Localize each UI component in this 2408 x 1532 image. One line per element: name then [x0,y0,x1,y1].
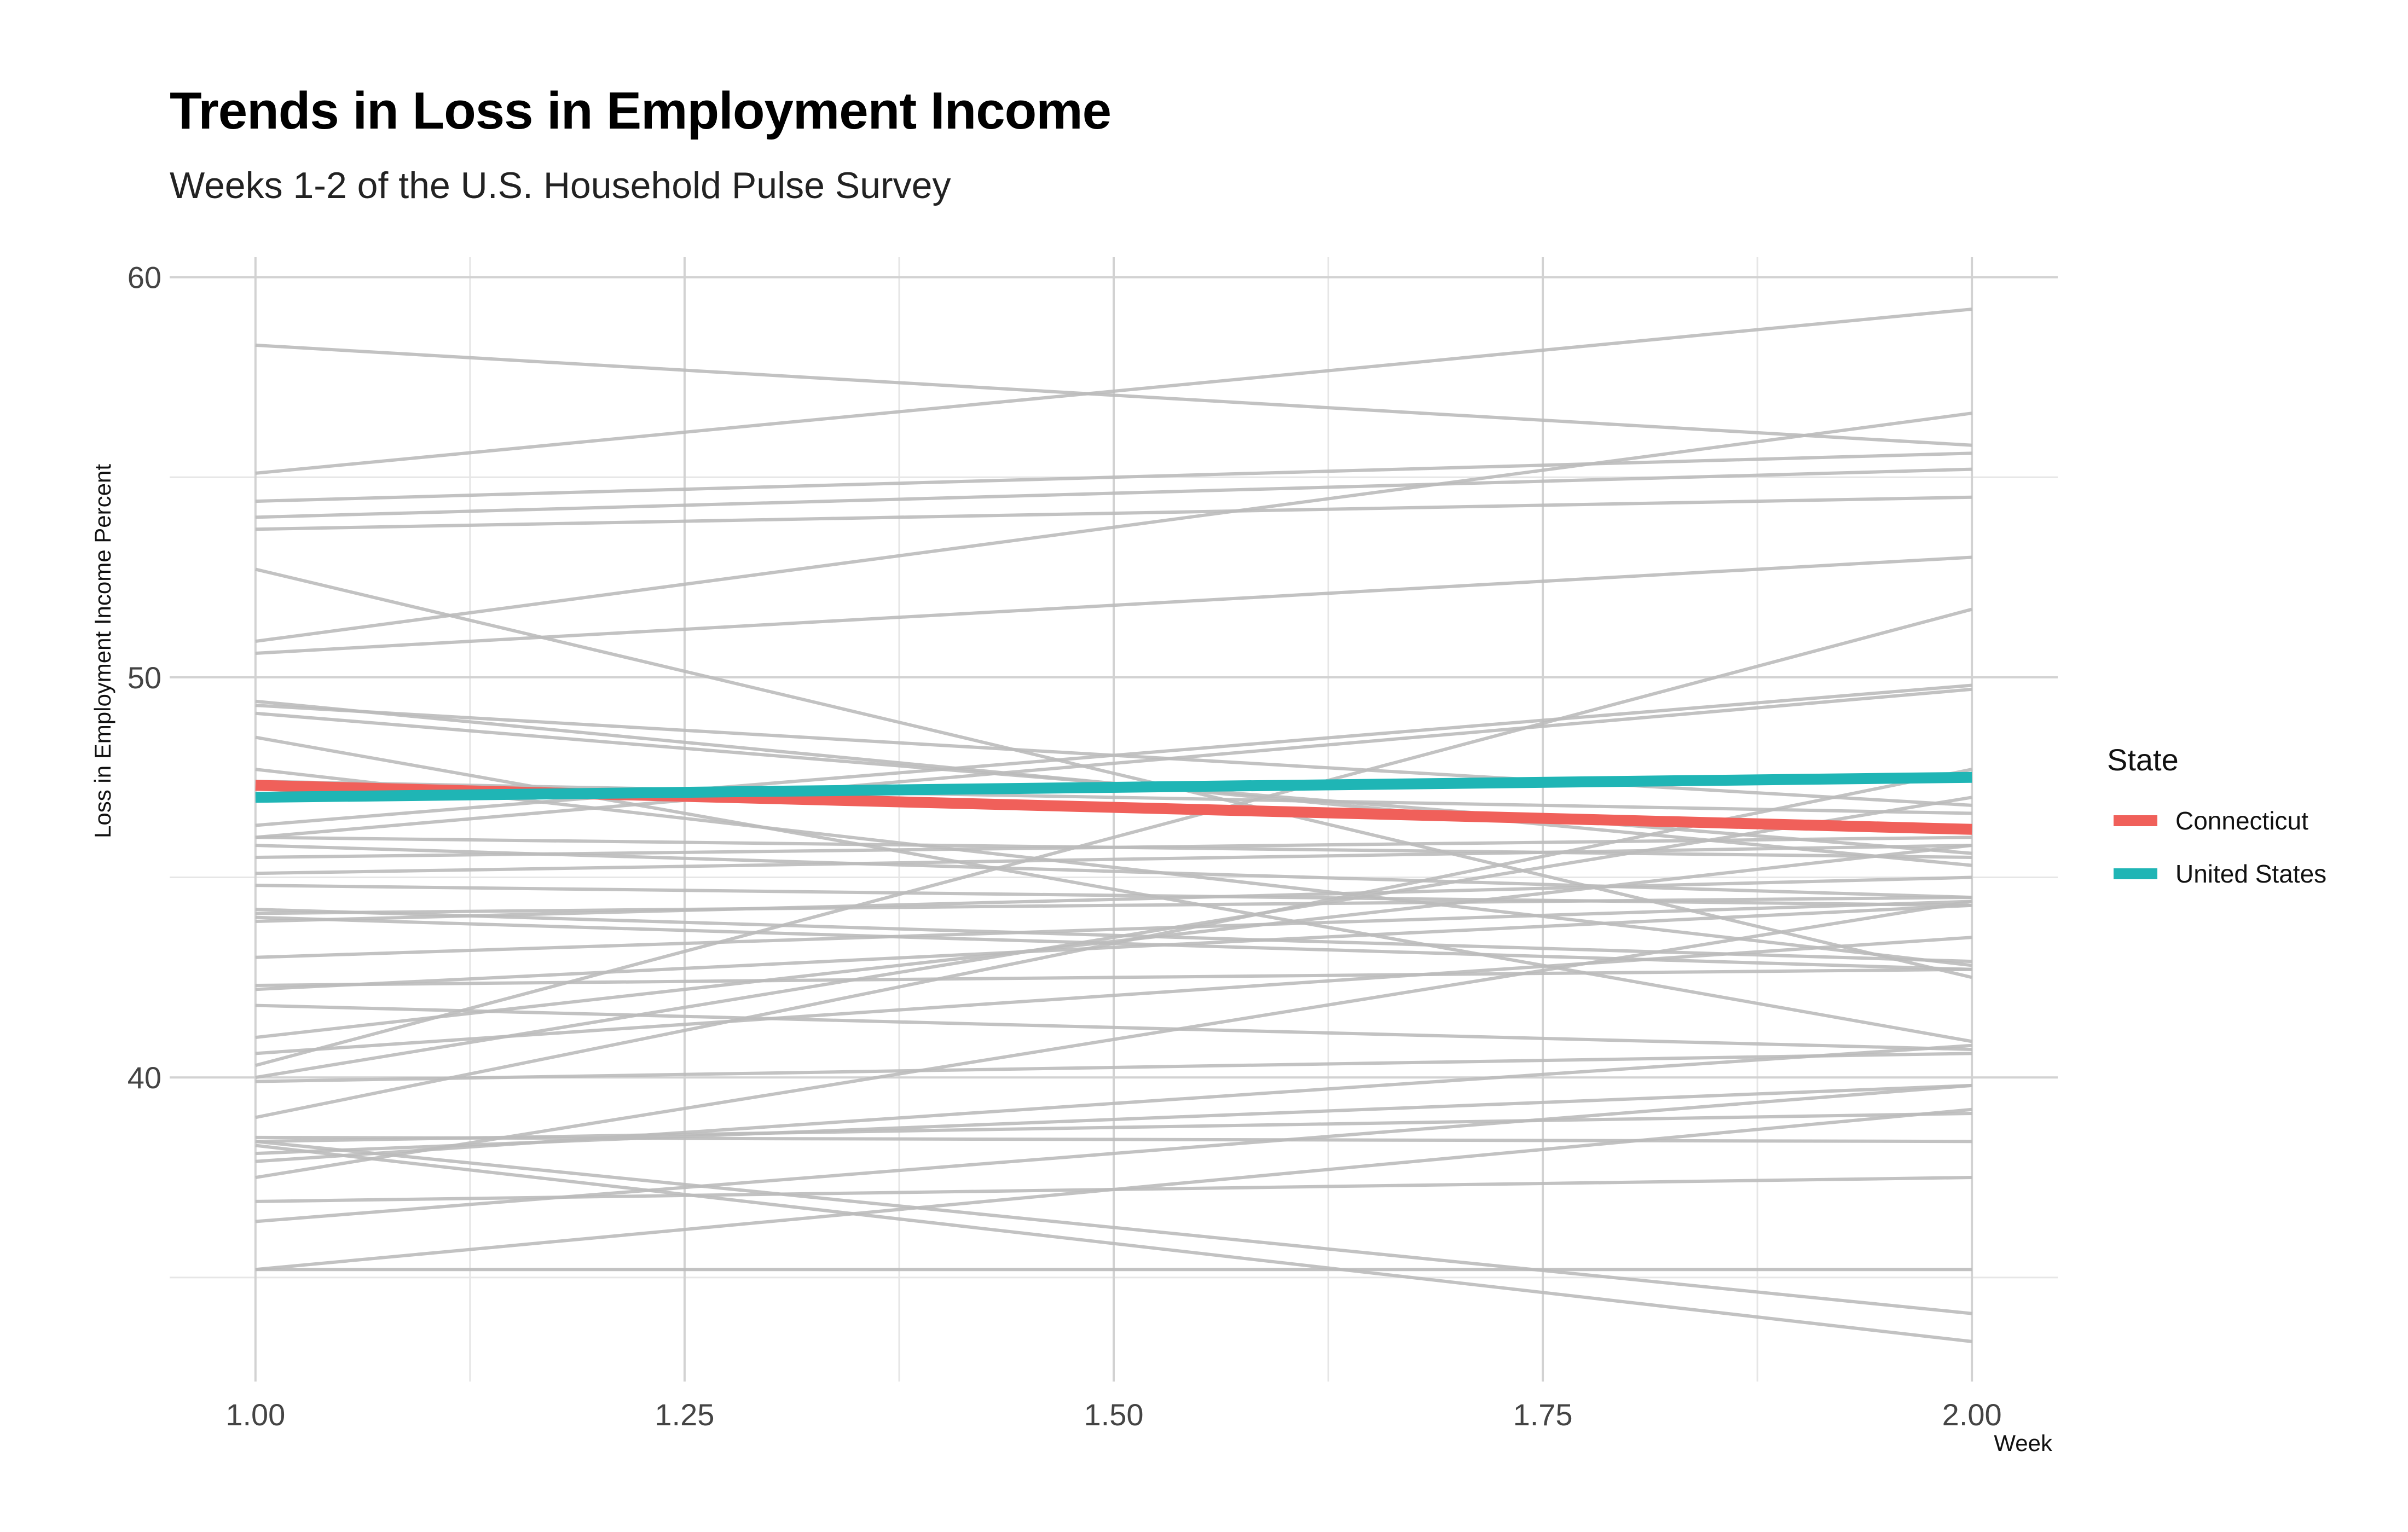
chart-subtitle: Weeks 1-2 of the U.S. Household Pulse Su… [170,165,951,206]
background-series-line [255,683,1972,827]
background-series-line [255,900,1972,1179]
x-tick-label: 1.75 [1513,1397,1573,1432]
background-series-line [255,884,1972,907]
background-series-line [255,1144,1972,1343]
x-tick-label: 2.00 [1942,1397,2002,1432]
background-series-line [255,495,1972,531]
background-series-line [255,796,1972,1080]
highlight-series-lines [255,771,1972,835]
axis-tick-labels: 1.00 1.25 1.50 1.75 2.00 40 50 60 [128,260,2002,1432]
background-series-line [255,936,1972,1055]
y-tick-label: 60 [128,260,161,295]
x-tick-label: 1.00 [225,1397,285,1432]
background-series-line [255,307,1972,475]
chart-title: Trends in Loss in Employment Income [170,82,1112,140]
background-series-line [255,844,1972,1040]
x-axis-title: Week [1994,1430,2053,1456]
x-tick-label: 1.50 [1084,1397,1144,1432]
y-axis-title: Loss in Employment Income Percent [90,464,115,838]
background-series-line [255,780,1972,815]
background-series-line [255,1107,1972,1272]
background-series-line [255,607,1972,1067]
background-series-line [255,451,1972,503]
x-tick-label: 1.25 [655,1397,714,1432]
background-series-line [255,1112,1972,1144]
background-series-line [255,896,1972,915]
legend-label: United States [2175,860,2326,888]
background-series-lines [255,307,1972,1343]
background-series-line [255,835,1972,859]
background-series-line [255,1140,1972,1315]
background-series-line [255,844,1972,875]
background-series-line [255,411,1972,643]
background-series-line [255,967,1972,987]
background-series-line [255,1083,1972,1223]
series-line-united-states [255,771,1972,803]
background-series-line [255,1052,1972,1083]
legend-label: Connecticut [2175,806,2308,835]
background-series-line [255,1043,1972,1163]
background-series-line [255,555,1972,655]
background-series-line [255,343,1972,447]
legend: State Connecticut United States [2107,742,2326,888]
background-series-line [255,900,1972,959]
background-series-line [255,1003,1972,1052]
background-series-line [255,903,1972,991]
background-series-line [255,908,1972,964]
y-tick-label: 40 [128,1060,161,1095]
background-series-line [255,467,1972,519]
y-tick-label: 50 [128,660,161,695]
legend-title: State [2107,742,2179,777]
background-series-line [255,875,1972,923]
background-series-line [255,687,1972,839]
